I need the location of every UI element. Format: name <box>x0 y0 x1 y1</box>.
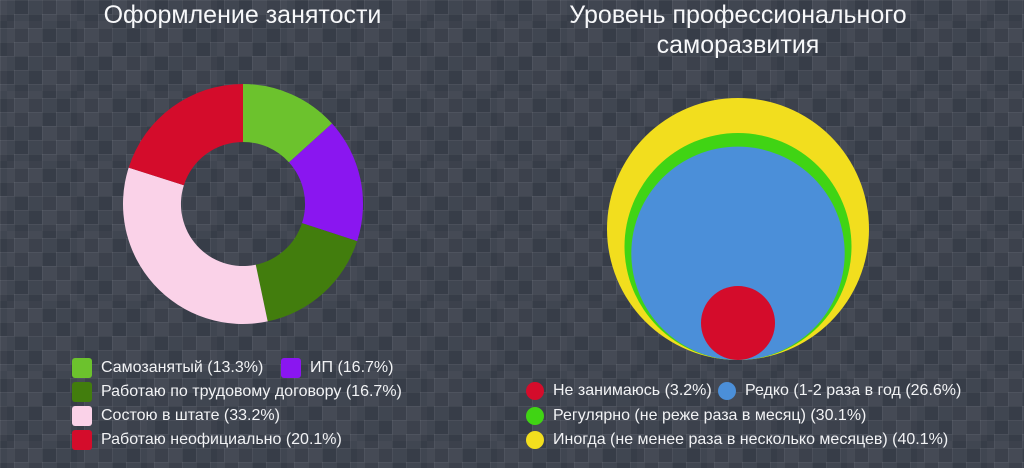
legend-item: Не занимаюсь (3.2%) <box>526 380 712 401</box>
legend-item: Иногда (не менее раза в несколько месяце… <box>526 429 948 450</box>
legend-item: Регулярно (не реже раза в месяц) (30.1%) <box>526 405 866 426</box>
donut-chart-title: Оформление занятости <box>103 1 382 29</box>
legend-label: Иногда (не менее раза в несколько месяце… <box>553 431 949 448</box>
legend-item: Работаю неофициально (20.1%) <box>72 429 342 450</box>
legend-label: Регулярно (не реже раза в месяц) (30.1%) <box>553 407 867 424</box>
legend-item: Состою в штате (33.2%) <box>72 405 280 426</box>
legend-item: Самозанятый (13.3%) <box>72 357 263 378</box>
legend-swatch-v-shtate <box>72 405 92 426</box>
donut-slice-1 <box>289 123 363 242</box>
legend-label: Работаю неофициально (20.1%) <box>101 431 342 448</box>
legend-swatch-ne-zanimayus <box>526 381 544 400</box>
legend-label: ИП (16.7%) <box>310 359 394 376</box>
legend-swatch-regulyarno <box>526 406 544 425</box>
donut-slice-2 <box>255 223 358 322</box>
nested-circles-chart <box>607 98 869 360</box>
legend-swatch-inogda <box>526 430 544 449</box>
donut-slice-0 <box>243 84 333 163</box>
legend-label: Редко (1-2 раза в год (26.6%) <box>745 382 962 399</box>
legend-label: Самозанятый (13.3%) <box>101 359 264 376</box>
legend-swatch-samozanyatyi <box>72 357 92 378</box>
legend-item: ИП (16.7%) <box>281 357 393 378</box>
donut-slice-3 <box>122 167 268 324</box>
legend-label: Работаю по трудовому договору (16.7%) <box>101 383 402 400</box>
legend-swatch-trudovoy-dogovor <box>72 381 92 402</box>
legend-label: Не занимаюсь (3.2%) <box>553 382 712 399</box>
legend-item: Редко (1-2 раза в год (26.6%) <box>718 380 961 401</box>
nested-circle-0 <box>700 285 776 360</box>
donut-slice-4 <box>128 84 243 186</box>
bubbles-chart-title: Уровень профессионального саморазвития <box>569 1 907 59</box>
donut-chart <box>122 84 363 324</box>
nested-circle-1 <box>631 146 845 360</box>
legend-swatch-neofitsialno <box>72 429 92 450</box>
legend-item: Работаю по трудовому договору (16.7%) <box>72 381 402 402</box>
legend-swatch-ip <box>281 357 301 378</box>
legend-label: Состою в штате (33.2%) <box>101 407 280 424</box>
legend-swatch-redko <box>718 381 736 400</box>
